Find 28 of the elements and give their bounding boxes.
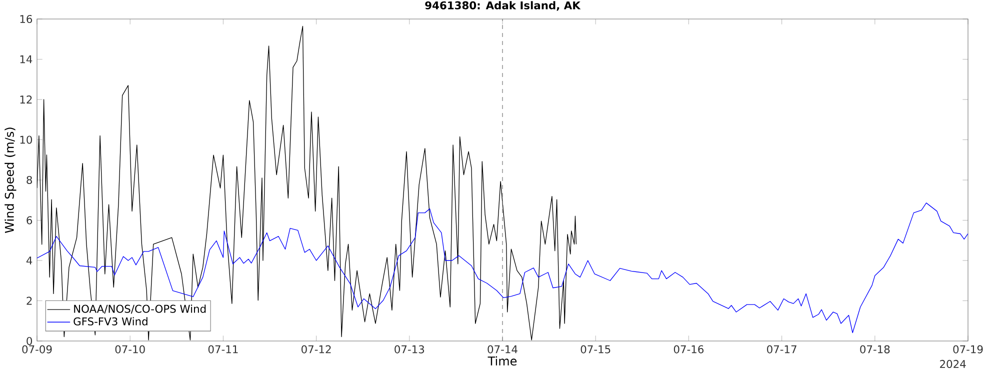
chart-title: 9461380: Adak Island, AK <box>425 1 581 11</box>
y-axis-title: Wind Speed (m/s) <box>4 128 16 233</box>
y-tick-label: 14 <box>20 55 32 64</box>
x-tick-label: 07-13 <box>394 345 424 354</box>
y-tick-label: 8 <box>26 176 32 184</box>
x-axis-title: Time <box>488 356 517 366</box>
x-tick-label: 07-12 <box>302 345 331 354</box>
x-tick-label: 07-18 <box>860 345 890 354</box>
legend-label: NOAA/NOS/CO-OPS Wind <box>74 304 206 314</box>
legend-label: GFS-FV3 Wind <box>74 317 148 326</box>
x-tick-label: 07-16 <box>674 345 704 354</box>
y-tick-label: 12 <box>20 96 32 104</box>
x-tick-label: 07-10 <box>115 345 145 354</box>
y-tick-label: 6 <box>26 216 32 224</box>
x-tick-label: 07-15 <box>580 345 610 354</box>
x-tick-label: 07-17 <box>767 345 796 354</box>
line-series <box>37 26 577 340</box>
y-tick-label: 0 <box>26 336 32 346</box>
x-tick-label: 07-11 <box>208 345 238 354</box>
y-tick-label: 4 <box>26 256 32 264</box>
x-tick-label: 07-09 <box>22 345 52 354</box>
line-series <box>37 202 968 334</box>
y-tick-label: 16 <box>20 14 32 24</box>
x-tick-label: 07-14 <box>488 345 518 354</box>
y-tick-label: 2 <box>26 296 32 305</box>
text: 2024 <box>940 360 966 368</box>
y-tick-label: 10 <box>20 136 32 144</box>
x-tick-label: 07-19 <box>953 345 983 354</box>
